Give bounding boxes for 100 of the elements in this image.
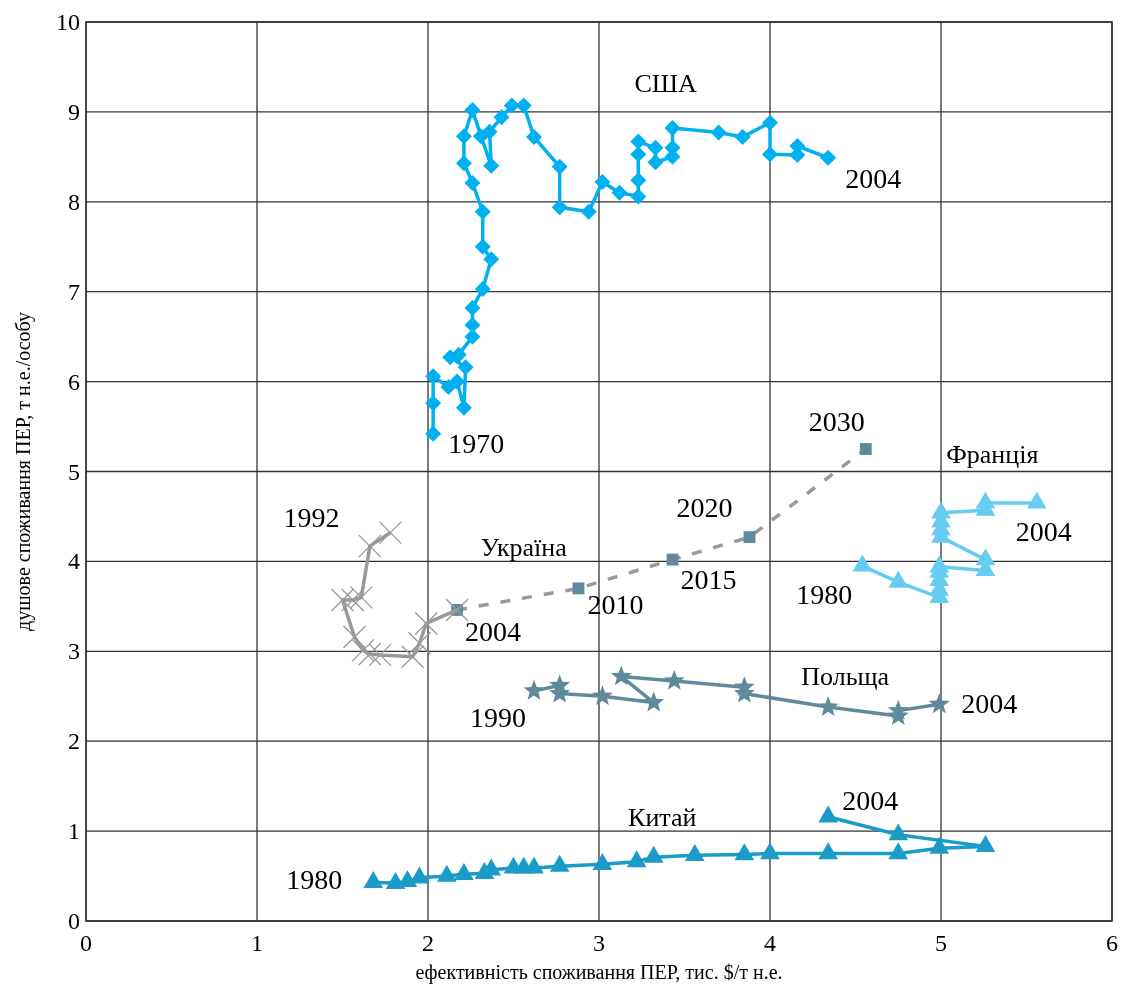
annotation: 2004 xyxy=(961,688,1018,720)
point xyxy=(710,124,727,141)
annotation: 1990 xyxy=(470,701,527,733)
point xyxy=(630,188,647,205)
point xyxy=(931,501,951,519)
point xyxy=(464,102,481,119)
point xyxy=(425,425,442,442)
point xyxy=(385,871,406,889)
x-axis-title: ефективність споживання ПЕР, тис. $/т н.е. xyxy=(415,961,783,984)
point xyxy=(975,491,996,509)
point xyxy=(551,199,568,216)
point xyxy=(647,139,664,156)
point xyxy=(743,531,756,544)
point xyxy=(684,844,705,862)
x-tick-label: 3 xyxy=(593,930,605,956)
point xyxy=(887,699,909,720)
point xyxy=(818,842,838,860)
annotation: 1980 xyxy=(796,578,853,610)
point xyxy=(818,805,838,823)
point xyxy=(483,157,500,174)
point xyxy=(455,128,472,145)
point xyxy=(358,534,382,558)
point xyxy=(928,693,950,714)
series-label: Китай xyxy=(628,802,697,832)
annotation: 2020 xyxy=(676,492,733,524)
point xyxy=(414,611,438,636)
point xyxy=(400,645,425,669)
point xyxy=(643,691,665,712)
x-tick-label: 5 xyxy=(935,930,947,956)
y-tick-label: 4 xyxy=(68,548,80,575)
y-tick-label: 8 xyxy=(68,188,80,215)
annotation: 2015 xyxy=(680,563,737,595)
y-tick-label: 3 xyxy=(68,638,80,665)
point xyxy=(760,842,780,860)
point xyxy=(474,203,491,220)
point xyxy=(368,643,392,667)
point xyxy=(342,625,367,649)
point xyxy=(610,665,632,686)
point xyxy=(515,97,532,114)
point xyxy=(975,548,996,566)
annotation: 2004 xyxy=(1015,515,1072,547)
annotation: 2004 xyxy=(842,784,899,816)
annotation: 2004 xyxy=(845,162,902,194)
series-label: США xyxy=(634,69,698,99)
point xyxy=(888,823,909,841)
point xyxy=(630,172,647,189)
point xyxy=(455,155,472,172)
x-tick-label: 1 xyxy=(251,930,263,956)
point xyxy=(449,373,466,390)
point xyxy=(859,443,872,455)
point xyxy=(464,316,481,333)
point xyxy=(580,203,597,220)
point xyxy=(454,862,474,880)
point xyxy=(409,866,430,884)
series-label: Україна xyxy=(480,533,568,563)
point xyxy=(437,864,457,882)
y-tick-label: 7 xyxy=(68,278,80,305)
point xyxy=(474,281,491,297)
series-label: Польща xyxy=(801,662,890,692)
y-tick-label: 2 xyxy=(68,728,80,755)
y-tick-label: 5 xyxy=(68,458,80,485)
y-axis-title: душове споживання ПЕР, т н.е./особу xyxy=(12,312,35,631)
point xyxy=(407,631,432,655)
point xyxy=(929,555,950,573)
y-tick-label: 10 xyxy=(56,9,80,35)
point xyxy=(663,669,685,690)
annotation: 2004 xyxy=(465,615,522,647)
point xyxy=(358,642,382,666)
point xyxy=(572,582,585,595)
point xyxy=(425,368,442,385)
point xyxy=(455,399,472,416)
point xyxy=(378,520,403,545)
point xyxy=(762,146,778,163)
point xyxy=(666,553,679,566)
point xyxy=(664,120,681,137)
y-tick-label: 1 xyxy=(68,818,80,845)
point xyxy=(888,842,909,860)
point xyxy=(975,835,996,853)
point xyxy=(734,129,751,146)
x-tick-label: 4 xyxy=(764,930,776,956)
point xyxy=(483,251,500,268)
point xyxy=(351,638,375,663)
point xyxy=(1026,491,1047,509)
point xyxy=(341,588,365,612)
annotation: 1992 xyxy=(283,501,340,533)
point xyxy=(762,114,778,131)
point xyxy=(425,395,442,412)
point xyxy=(330,588,355,612)
point xyxy=(929,836,950,854)
point xyxy=(464,299,481,316)
point xyxy=(888,570,909,588)
point xyxy=(363,871,384,888)
point xyxy=(464,328,481,345)
point xyxy=(630,133,647,150)
point xyxy=(626,850,647,868)
x-tick-label: 2 xyxy=(422,930,434,956)
point xyxy=(647,154,664,171)
y-tick-label: 0 xyxy=(68,908,80,934)
point xyxy=(526,129,543,146)
point xyxy=(630,146,647,163)
